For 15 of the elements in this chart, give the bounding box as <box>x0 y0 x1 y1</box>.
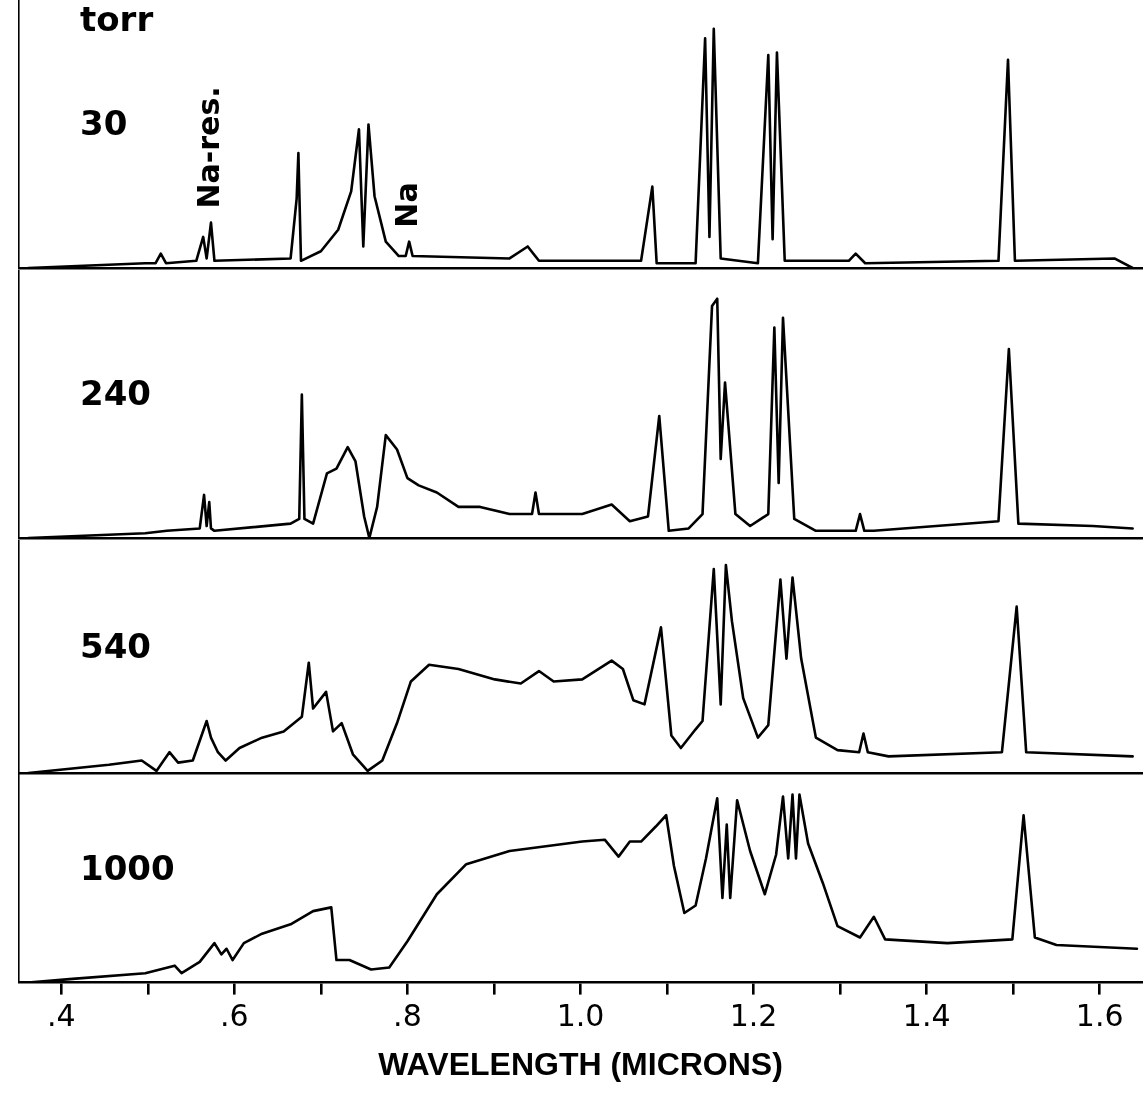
x-tick-label: 1.2 <box>729 998 778 1034</box>
annotation: 240 <box>80 372 151 413</box>
x-tick-label: 1.6 <box>1075 998 1124 1034</box>
x-tick-label: .4 <box>46 998 76 1034</box>
x-tick-label: 1.0 <box>556 998 605 1034</box>
x-tick-label: .6 <box>220 998 249 1034</box>
annotation: Na-res. <box>190 86 226 209</box>
x-tick-label: 1.4 <box>902 998 951 1034</box>
annotation: 540 <box>80 626 151 667</box>
annotation: 1000 <box>80 847 175 888</box>
annotation: 30 <box>80 102 128 143</box>
x-tick-label: .8 <box>393 998 422 1034</box>
annotation: Na <box>388 182 424 228</box>
annotation: torr <box>80 0 154 39</box>
x-axis-title: WAVELENGTH (MICRONS) <box>378 1045 783 1082</box>
